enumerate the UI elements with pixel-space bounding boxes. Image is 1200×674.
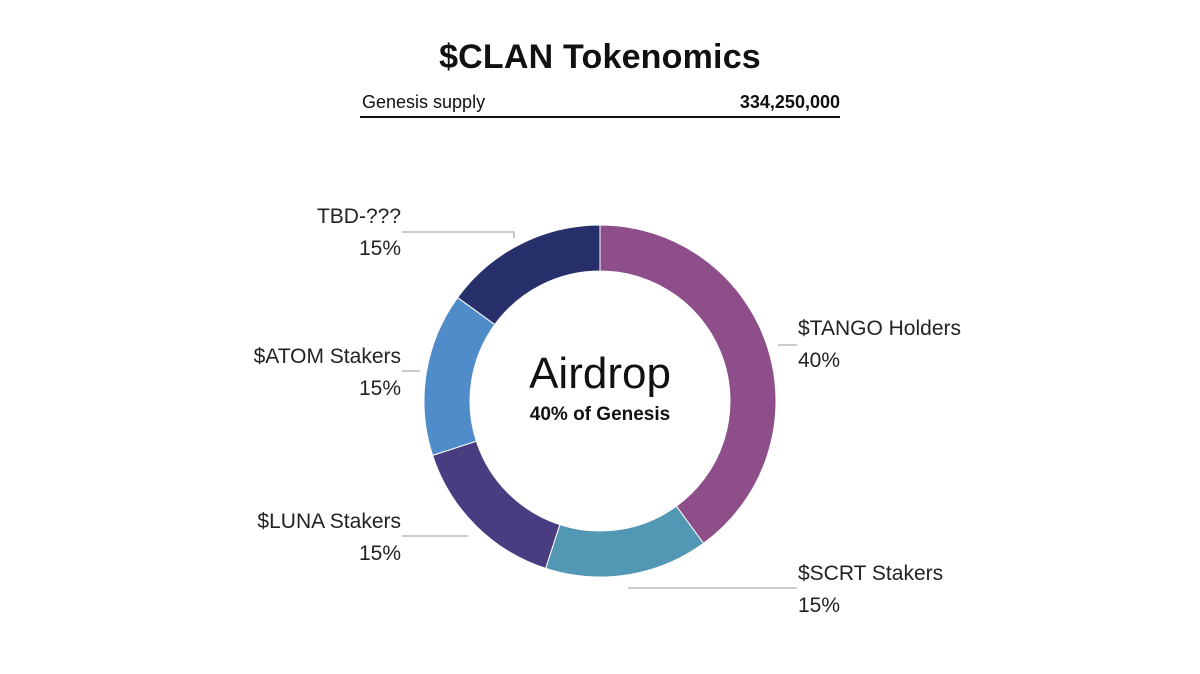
slice-luna-stakers bbox=[431, 440, 561, 570]
center-sublabel: 40% of Genesis bbox=[530, 404, 670, 425]
leader-line-tbd bbox=[402, 231, 515, 238]
slice-value-luna-stakers: 15% bbox=[359, 542, 401, 565]
slice-scrt-stakers bbox=[544, 505, 705, 578]
slice-value-tbd: 15% bbox=[359, 237, 401, 260]
slice-tango-holders bbox=[599, 224, 777, 545]
slice-value-scrt-stakers: 15% bbox=[798, 594, 840, 617]
slice-name-tbd: TBD-??? bbox=[317, 205, 401, 228]
slice-name-atom-stakers: $ATOM Stakers bbox=[254, 345, 401, 368]
slice-name-scrt-stakers: $SCRT Stakers bbox=[798, 562, 943, 585]
slice-labels: $TANGO Holders 40% $SCRT Stakers 15% $LUNA S… bbox=[254, 205, 961, 617]
slice-value-atom-stakers: 15% bbox=[359, 377, 401, 400]
donut-slices bbox=[423, 224, 777, 578]
slice-name-tango-holders: $TANGO Holders bbox=[798, 317, 961, 340]
genesis-supply-value: 334,250,000 bbox=[739, 92, 840, 112]
center-label: Airdrop bbox=[529, 349, 671, 398]
slice-name-luna-stakers: $LUNA Stakers bbox=[257, 510, 401, 533]
genesis-supply-label: Genesis supply bbox=[362, 92, 486, 112]
slice-tbd bbox=[456, 224, 601, 326]
leader-lines bbox=[402, 231, 797, 589]
slice-value-tango-holders: 40% bbox=[798, 349, 840, 372]
chart-title: $CLAN Tokenomics bbox=[439, 38, 761, 76]
slice-atom-stakers bbox=[423, 296, 496, 457]
genesis-supply-row: Genesis supply 334,250,000 bbox=[360, 90, 840, 118]
